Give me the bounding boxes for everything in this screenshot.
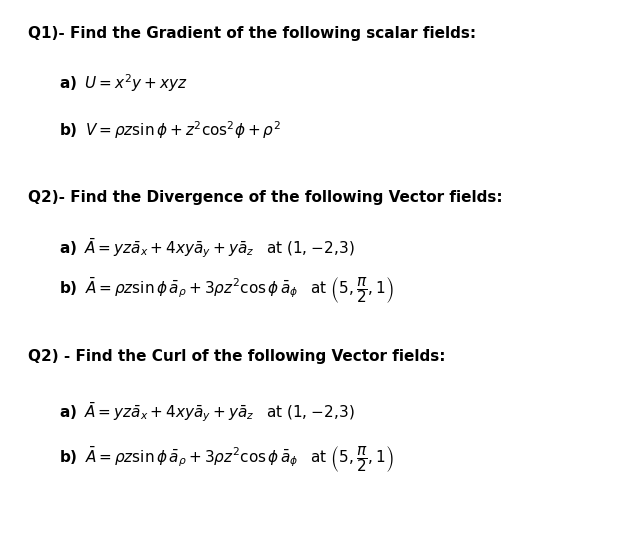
Text: Q2) - Find the Curl of the following Vector fields:: Q2) - Find the Curl of the following Vec… (28, 349, 446, 364)
Text: Q1)- Find the Gradient of the following scalar fields:: Q1)- Find the Gradient of the following … (28, 26, 477, 41)
Text: $\mathbf{a)}\;\; U = x^2y + xyz$: $\mathbf{a)}\;\; U = x^2y + xyz$ (59, 73, 187, 94)
Text: $\mathbf{b)}\;\; \bar{A} = \rho z\sin\phi\,\bar{a}_\rho + 3\rho z^2\cos\phi\,\ba: $\mathbf{b)}\;\; \bar{A} = \rho z\sin\ph… (59, 444, 394, 474)
Text: $\mathbf{b)}\;\; \bar{A} = \rho z\sin\phi\,\bar{a}_\rho + 3\rho z^2\cos\phi\,\ba: $\mathbf{b)}\;\; \bar{A} = \rho z\sin\ph… (59, 275, 394, 305)
Text: $\mathbf{a)}\;\; \bar{A} = yz\bar{a}_x + 4xy\bar{a}_y + y\bar{a}_z \;\;$ at $(1,: $\mathbf{a)}\;\; \bar{A} = yz\bar{a}_x +… (59, 236, 354, 260)
Text: $\mathbf{b)}\;\; V = \rho z\sin\phi + z^2\cos^2\!\phi + \rho^2$: $\mathbf{b)}\;\; V = \rho z\sin\phi + z^… (59, 119, 281, 140)
Text: Q2)- Find the Divergence of the following Vector fields:: Q2)- Find the Divergence of the followin… (28, 190, 503, 205)
Text: $\mathbf{a)}\;\; \bar{A} = yz\bar{a}_x + 4xy\bar{a}_y + y\bar{a}_z \;\;$ at $(1,: $\mathbf{a)}\;\; \bar{A} = yz\bar{a}_x +… (59, 401, 354, 424)
